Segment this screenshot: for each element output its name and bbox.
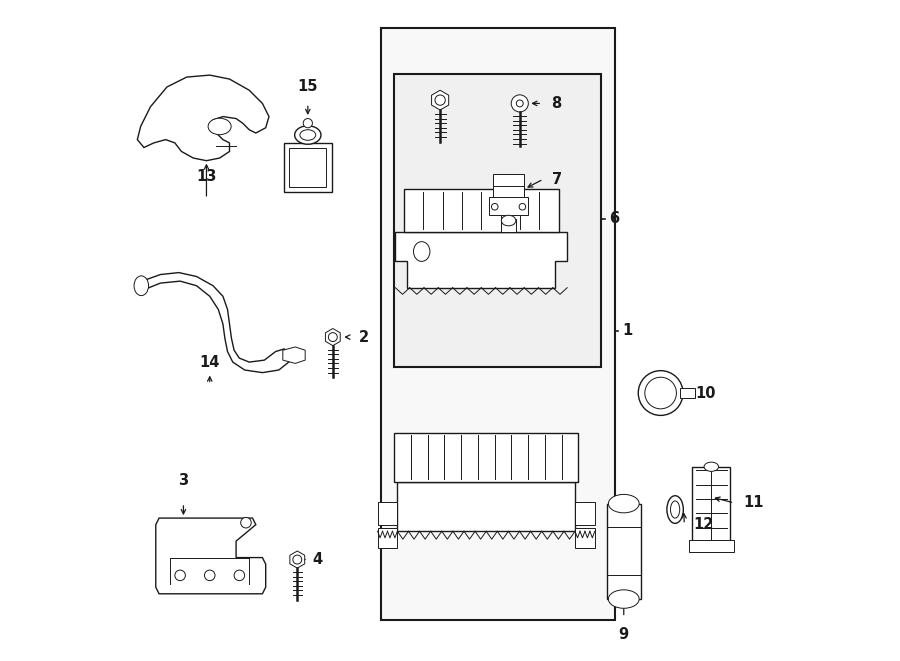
Text: 12: 12 [693,517,714,532]
Text: 4: 4 [312,552,322,567]
Circle shape [435,95,446,105]
Ellipse shape [294,126,321,144]
Bar [692,467,731,543]
Bar [397,482,575,531]
Text: 14: 14 [200,355,220,370]
Ellipse shape [644,377,677,408]
Bar [394,74,601,367]
Circle shape [292,555,302,564]
Bar [607,504,641,599]
Bar [404,189,559,232]
Text: 9: 9 [618,627,629,642]
Bar [290,148,327,187]
Text: 10: 10 [696,385,716,401]
Polygon shape [395,232,567,288]
Ellipse shape [501,215,516,226]
Ellipse shape [608,494,639,513]
Ellipse shape [300,130,316,140]
Ellipse shape [670,501,680,518]
Ellipse shape [134,276,148,295]
Ellipse shape [667,496,683,524]
Polygon shape [140,272,291,373]
Ellipse shape [608,590,639,608]
Text: 8: 8 [551,96,561,111]
Polygon shape [156,518,266,594]
Circle shape [303,118,312,128]
Bar [575,528,595,548]
Text: 3: 3 [178,473,188,488]
Text: 1: 1 [623,323,633,338]
Bar [381,28,615,620]
Bar [688,541,734,553]
Bar [394,432,579,482]
Polygon shape [326,329,340,346]
Bar [680,388,695,399]
Ellipse shape [208,118,231,135]
Circle shape [175,570,185,580]
Bar [284,143,331,192]
Text: 11: 11 [742,496,763,510]
Ellipse shape [413,242,430,261]
Ellipse shape [638,371,683,415]
Ellipse shape [704,462,718,471]
Polygon shape [138,75,269,161]
Bar [501,219,516,232]
Circle shape [234,570,245,580]
Text: 15: 15 [298,79,318,94]
Text: 6: 6 [609,211,619,226]
Text: 7: 7 [552,172,562,186]
Circle shape [328,332,338,342]
Circle shape [517,100,523,107]
Text: 5: 5 [549,449,559,465]
Polygon shape [283,347,305,364]
Text: 2: 2 [358,330,369,344]
Circle shape [204,570,215,580]
Bar [493,174,525,199]
Polygon shape [575,502,595,525]
Circle shape [491,204,498,210]
Polygon shape [290,551,305,568]
Polygon shape [432,91,449,110]
Circle shape [240,518,251,528]
Polygon shape [378,502,397,525]
Circle shape [519,204,526,210]
Bar [378,528,397,548]
Bar [490,197,527,215]
Text: 13: 13 [196,169,217,184]
Circle shape [511,95,528,112]
